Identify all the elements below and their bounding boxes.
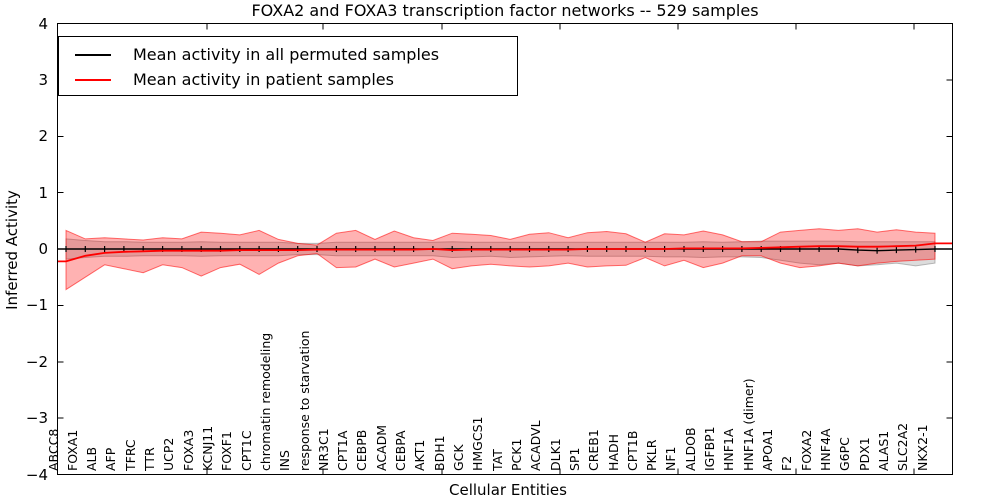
x-axis-label: Cellular Entities (449, 481, 567, 499)
patient-mean-line (57, 242, 953, 263)
y-tick-label: 1 (38, 183, 48, 202)
x-tick-label: CPT1B (624, 430, 640, 471)
permuted-line-icon (75, 53, 111, 56)
y-tick-label: 0 (38, 240, 48, 258)
x-tick-label: INS (277, 450, 293, 471)
x-tick-label: NF1 (663, 446, 679, 472)
x-tick-label: CEBPB (354, 429, 370, 471)
x-tick-label: PDX1 (856, 437, 872, 471)
x-tick-label: PKLR (644, 439, 660, 471)
x-tick-label: HNF1A (721, 428, 737, 471)
x-tick-label: DLK1 (547, 438, 563, 471)
x-tick-label: NKX2-1 (914, 424, 930, 471)
x-tick-label: HNF4A (817, 428, 833, 471)
legend-item-permuted: Mean activity in all permuted samples (75, 42, 517, 67)
x-tick-label: ABCC8 (45, 428, 61, 471)
x-tick-label: SP1 (566, 447, 582, 471)
legend: Mean activity in all permuted samples Me… (58, 36, 518, 96)
x-tick-label: AKT1 (412, 439, 428, 471)
x-tick-label: ACADVL (528, 420, 544, 471)
x-tick-label: UCP2 (161, 437, 177, 471)
x-tick-label: FOXF1 (219, 431, 235, 471)
x-tick-label: chromatin remodeling (257, 332, 273, 471)
x-tick-label: CPT1C (238, 430, 254, 471)
x-tick-label: F2 (779, 455, 795, 471)
legend-label-permuted: Mean activity in all permuted samples (133, 45, 440, 64)
y-tick-label: 2 (38, 127, 48, 146)
patient-band (65, 228, 936, 291)
legend-item-patient: Mean activity in patient samples (75, 67, 517, 92)
y-tick-label: −1 (25, 296, 48, 315)
x-tick-label: CPT1A (335, 430, 351, 471)
y-tick-label: −3 (25, 409, 48, 428)
y-tick-label: 4 (38, 14, 48, 33)
x-tick-label: APOA1 (760, 428, 775, 471)
x-tick-label: FOXA1 (64, 429, 80, 471)
x-tick-label: ALB (84, 446, 100, 471)
x-tick-label: KCNJ11 (199, 425, 215, 471)
x-tick-label: AFP (103, 447, 119, 471)
x-tick-label: FOXA2 (798, 429, 814, 471)
x-tick-label: HNF1A (dimer) (740, 378, 756, 471)
patient-line-icon (75, 78, 111, 81)
x-tick-label: FOXA3 (180, 429, 196, 471)
x-tick-label: TAT (489, 449, 505, 471)
x-tick-label: IGFBP1 (702, 426, 718, 471)
permuted-band (65, 238, 936, 267)
x-tick-label: TTR (142, 447, 158, 471)
x-tick-label: ALDOB (682, 427, 698, 471)
x-tick-label: response to starvation (296, 330, 312, 472)
y-tick-label: −2 (25, 352, 48, 371)
x-tick-label: TFRC (122, 439, 138, 471)
x-tick-label: G6PC (837, 437, 853, 471)
x-tick-label: ALAS1 (875, 430, 891, 471)
chart-title: FOXA2 and FOXA3 transcription factor net… (251, 1, 759, 20)
x-tick-label: SLC2A2 (895, 422, 911, 471)
x-tick-label: CREB1 (586, 429, 602, 471)
y-tick-label: −4 (25, 465, 48, 484)
x-tick-label: CEBPA (393, 430, 409, 472)
legend-label-patient: Mean activity in patient samples (133, 70, 394, 89)
x-tick-label: HMGCS1 (470, 416, 486, 472)
x-tick-label: GCK (451, 444, 467, 471)
x-tick-label: PCK1 (508, 438, 524, 471)
y-tick-label: 3 (38, 70, 48, 89)
x-tick-label: NR3C1 (315, 428, 331, 471)
x-tick-label: HADH (605, 434, 621, 471)
x-tick-label: ACADM (373, 424, 389, 471)
x-tick-label: BDH1 (431, 435, 447, 471)
